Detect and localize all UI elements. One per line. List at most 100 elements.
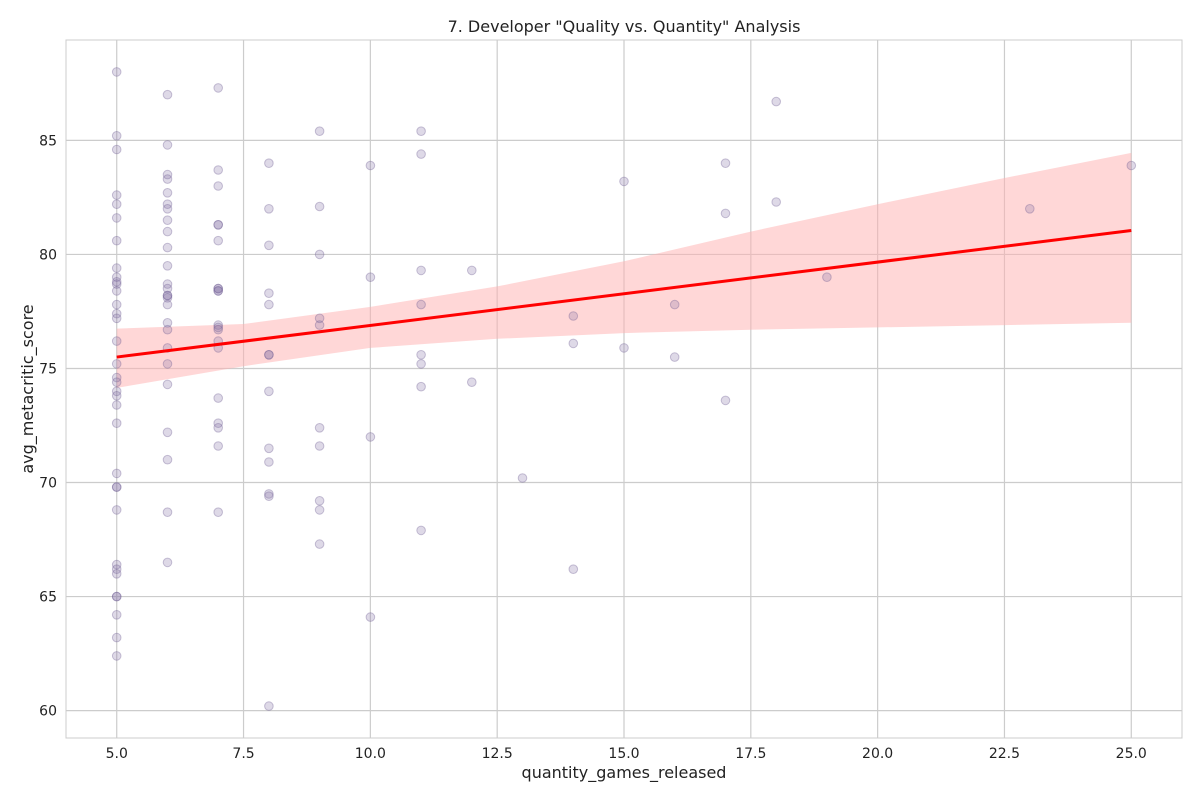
scatter-point xyxy=(111,277,122,287)
scatter-point xyxy=(162,427,173,438)
scatter-point xyxy=(162,169,173,180)
scatter-point xyxy=(162,379,173,390)
scatter-point xyxy=(111,386,122,397)
scatter-point xyxy=(162,188,173,198)
x-tick-label: 25.0 xyxy=(1116,746,1147,762)
scatter-point xyxy=(264,386,274,397)
scatter-point xyxy=(111,372,122,383)
scatter-point xyxy=(264,350,274,360)
scatter-point xyxy=(162,89,173,100)
scatter-point xyxy=(162,226,173,237)
scatter-point xyxy=(416,359,426,369)
scatter-point xyxy=(213,181,223,191)
scatter-point xyxy=(111,144,122,155)
scatter-point xyxy=(162,557,173,568)
scatter-point xyxy=(111,482,122,492)
y-axis-label: avg_metacritic_score xyxy=(18,304,38,473)
regression-line-layer xyxy=(116,228,1132,359)
scatter-point xyxy=(162,299,173,310)
regression-line xyxy=(116,228,1132,359)
scatter-point xyxy=(213,283,223,294)
scatter-point xyxy=(771,197,782,207)
x-tick-label: 10.0 xyxy=(355,746,386,762)
scatter-point xyxy=(111,400,122,410)
y-tick-label: 60 xyxy=(39,704,57,720)
scatter-point xyxy=(111,272,122,283)
scatter-point xyxy=(162,283,173,294)
scatter-point xyxy=(517,473,528,483)
scatter-point xyxy=(213,441,223,451)
scatter-point xyxy=(111,279,122,289)
scatter-point xyxy=(619,343,629,353)
scatter-point xyxy=(111,299,122,310)
confidence-band-layer xyxy=(116,152,1132,388)
scatter-point xyxy=(213,324,223,335)
scatter-point xyxy=(568,311,579,321)
scatter-point xyxy=(213,418,223,429)
scatter-point xyxy=(162,279,173,289)
scatter-point xyxy=(111,591,122,602)
x-tick-label: 15.0 xyxy=(608,746,639,762)
scatter-point xyxy=(1025,204,1035,214)
scatter-point xyxy=(111,213,122,223)
scatter-point xyxy=(264,288,274,299)
scatter-point xyxy=(111,235,122,246)
scatter-point xyxy=(365,272,376,283)
scatter-point xyxy=(314,505,325,515)
scatter-point xyxy=(111,131,122,141)
scatter-point xyxy=(111,559,122,570)
y-tick-label: 75 xyxy=(39,361,57,377)
scatter-point xyxy=(365,612,376,622)
scatter-point xyxy=(720,158,731,168)
scatter-point xyxy=(467,265,477,276)
x-tick-labels: 5.0 7.5 10.0 12.5 15.0 17.5 20.0 22.5 25.0 xyxy=(106,746,1147,762)
scatter-point xyxy=(111,651,122,661)
scatter-point xyxy=(213,423,223,433)
scatter-point xyxy=(111,468,122,479)
x-tick-label: 20.0 xyxy=(862,746,893,762)
scatter-point xyxy=(264,489,274,499)
scatter-point xyxy=(213,165,223,175)
scatter-point xyxy=(416,299,426,310)
scatter-point xyxy=(365,160,376,171)
confidence-band xyxy=(116,152,1132,388)
scatter-point xyxy=(162,204,173,214)
x-tick-label: 22.5 xyxy=(989,746,1020,762)
scatter-point xyxy=(568,338,579,349)
y-tick-label: 80 xyxy=(39,247,57,263)
scatter-point xyxy=(213,286,223,296)
x-tick-label: 17.5 xyxy=(735,746,766,762)
scatter-point xyxy=(111,482,122,492)
y-tick-label: 65 xyxy=(39,590,57,606)
scatter-point xyxy=(1126,160,1137,171)
scatter-point xyxy=(314,126,325,136)
scatter-point xyxy=(416,265,426,276)
scatter-point xyxy=(314,441,325,451)
scatter-point xyxy=(111,377,122,388)
scatter-point xyxy=(416,350,426,360)
scatter-point xyxy=(264,204,274,214)
scatter-point xyxy=(162,290,173,301)
scatter-point xyxy=(111,505,122,515)
x-axis-label: quantity_games_released xyxy=(522,763,727,783)
scatter-point xyxy=(314,320,325,330)
scatter-point xyxy=(111,199,122,209)
scatter-point xyxy=(669,299,680,310)
scatter-point xyxy=(162,140,173,150)
scatter-point xyxy=(416,381,426,392)
scatter-point xyxy=(264,443,274,454)
scatter-point xyxy=(264,701,274,711)
scatter-point xyxy=(314,249,325,260)
scatter-point xyxy=(314,201,325,212)
scatter-point xyxy=(213,220,223,230)
scatter-point xyxy=(771,96,782,107)
scatter-point xyxy=(213,83,223,93)
scatter-point xyxy=(162,215,173,225)
scatter-point xyxy=(264,457,274,467)
scatter-point xyxy=(111,67,122,77)
scatter-point xyxy=(619,176,629,187)
scatter-point xyxy=(467,377,477,388)
scatter-point xyxy=(416,126,426,136)
